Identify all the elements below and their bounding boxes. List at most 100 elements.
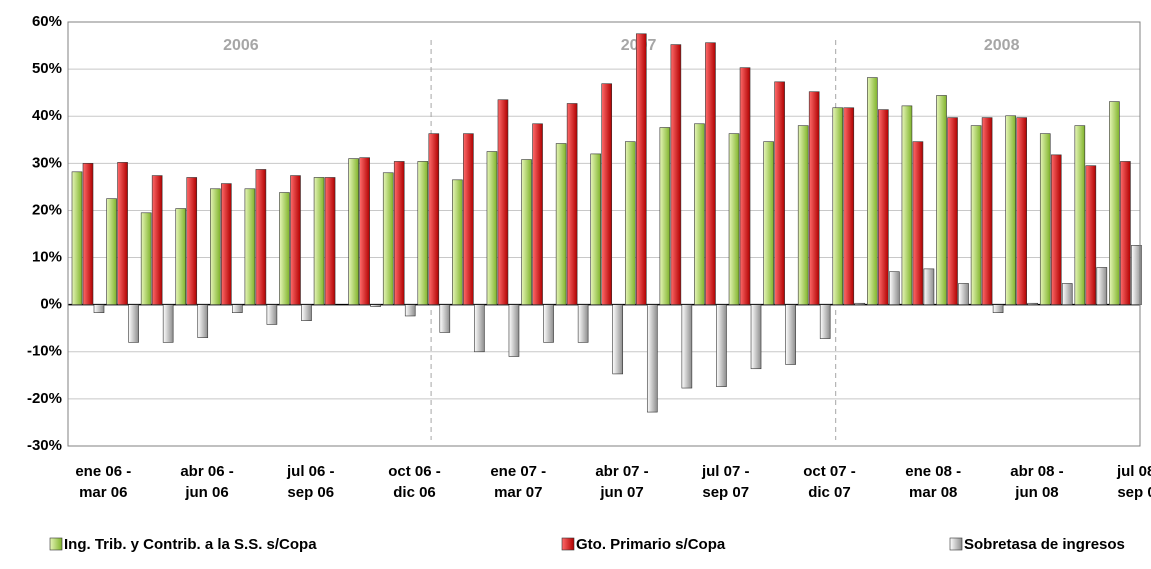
bar (716, 304, 727, 387)
bar (279, 192, 290, 305)
y-tick-label: -20% (27, 390, 62, 407)
plot-border (67, 21, 1141, 447)
bar (923, 268, 935, 305)
bar (1027, 302, 1038, 305)
legend-swatch (561, 537, 575, 551)
bar (785, 304, 796, 365)
bar (117, 162, 128, 305)
x-tick-label: jul 07 -sep 07 (701, 463, 750, 501)
bar (128, 304, 139, 343)
y-tick-label: 20% (32, 201, 62, 218)
bar (1039, 133, 1051, 305)
x-tick-label: oct 06 -dic 06 (388, 463, 441, 501)
x-tick-label: jul 08 -sep 08 (1116, 463, 1151, 501)
y-tick-label: 60% (32, 13, 62, 30)
bar (808, 91, 820, 305)
bar (359, 157, 370, 305)
legend-label: Gto. Primario s/Copa (576, 536, 726, 553)
bar (819, 304, 831, 339)
bar (232, 304, 243, 313)
bar (901, 105, 913, 305)
x-tick-label: jul 06 -sep 06 (286, 463, 335, 501)
bar (393, 161, 405, 305)
bar (162, 304, 174, 343)
bar (82, 163, 94, 305)
bar (1131, 245, 1142, 305)
bar (947, 117, 958, 305)
bar (71, 171, 83, 305)
bar (324, 177, 336, 305)
bar (151, 175, 163, 305)
bar (1109, 101, 1120, 305)
bar (106, 198, 117, 305)
bar (912, 141, 924, 305)
y-tick-label: 30% (32, 154, 62, 171)
bar (681, 304, 693, 389)
bar (1016, 117, 1027, 305)
bar (428, 133, 440, 305)
bar (417, 161, 429, 305)
bar (992, 304, 1004, 313)
bar (197, 304, 209, 338)
bar (313, 177, 325, 305)
legend-label: Sobretasa de ingresos (964, 536, 1125, 553)
x-tick-label: oct 07 -dic 07 (803, 463, 856, 501)
y-tick-label: 10% (32, 249, 62, 266)
x-tick-label: ene 08 -mar 08 (905, 463, 961, 501)
bar (867, 77, 878, 305)
bar (93, 304, 105, 313)
bar (936, 95, 947, 305)
x-tick-label: ene 06 -mar 06 (75, 463, 131, 501)
bar (1061, 283, 1073, 305)
bar (1005, 115, 1016, 305)
bar (612, 304, 624, 375)
bar (370, 304, 381, 307)
bar (670, 44, 682, 305)
bar (566, 103, 578, 305)
bar (543, 304, 554, 343)
bar (266, 304, 278, 325)
bar (646, 304, 658, 413)
bar (532, 123, 543, 305)
bar (555, 143, 567, 305)
bar (635, 33, 647, 305)
bar (739, 67, 751, 305)
bar (970, 125, 982, 305)
bar (452, 179, 463, 305)
legend-label: Ing. Trib. y Contrib. a la S.S. s/Copa (64, 536, 317, 553)
bar (290, 175, 301, 305)
y-tick-label: -30% (27, 437, 62, 454)
bar (221, 183, 232, 305)
bar (210, 188, 221, 305)
bar (705, 42, 716, 305)
bar (659, 127, 671, 305)
bar (750, 304, 762, 370)
bar (1096, 267, 1108, 305)
bar (1050, 154, 1062, 305)
x-tick-label: abr 07 -jun 07 (595, 463, 648, 501)
bar (140, 212, 152, 305)
bar (186, 177, 198, 305)
bar (728, 133, 740, 305)
bar (590, 153, 602, 305)
bar (1085, 165, 1097, 305)
x-tick-label: abr 08 -jun 08 (1010, 463, 1063, 501)
bar (521, 159, 532, 305)
y-tick-label: -10% (27, 343, 62, 360)
bar (439, 304, 451, 333)
bar (244, 188, 256, 305)
bar (601, 83, 613, 305)
year-label: 2006 (223, 37, 259, 54)
bar (624, 141, 636, 305)
x-tick-label: abr 06 -jun 06 (180, 463, 233, 501)
bar (774, 81, 785, 305)
bar (763, 141, 774, 305)
bar (474, 304, 485, 353)
bar (889, 271, 900, 305)
bar (1074, 125, 1086, 305)
bar (958, 283, 969, 305)
y-tick-label: 0% (40, 296, 62, 313)
bar (348, 158, 359, 305)
bar (301, 304, 312, 321)
